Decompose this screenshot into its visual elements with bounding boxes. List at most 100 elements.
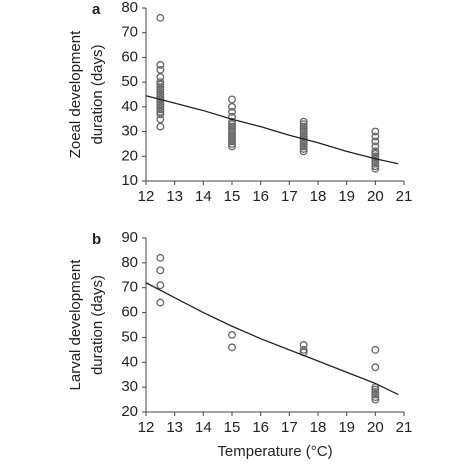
y-tick-label: 80 (121, 254, 138, 271)
point (371, 363, 380, 372)
x-tick-label: 14 (195, 188, 212, 205)
x-tick-label: 20 (367, 188, 384, 205)
y-tick-label: 70 (121, 279, 138, 296)
point (228, 127, 236, 136)
point (371, 149, 380, 158)
x-tick-label: 15 (224, 188, 241, 205)
point (371, 395, 380, 404)
y-tick-label: 50 (121, 328, 138, 345)
x-tick-label: 16 (252, 419, 269, 436)
point (156, 253, 165, 262)
point (371, 147, 380, 156)
point (156, 100, 165, 109)
point (156, 60, 165, 69)
point (299, 120, 308, 129)
point (228, 120, 236, 129)
point (299, 132, 308, 141)
panel-label: a (92, 1, 101, 18)
x-tick-label: 12 (138, 188, 155, 205)
y-axis-label: duration (days) (89, 44, 106, 144)
point (371, 152, 380, 161)
point (156, 115, 165, 124)
point (299, 345, 308, 354)
point (156, 73, 165, 82)
point (156, 105, 165, 114)
y-tick-label: 60 (121, 48, 138, 65)
x-tick-label: 18 (310, 419, 327, 436)
x-tick-label: 19 (338, 188, 355, 205)
trend-line (145, 282, 399, 396)
point (228, 330, 236, 339)
point (299, 127, 308, 136)
panel-label: b (92, 231, 101, 248)
point (299, 135, 308, 143)
point (228, 142, 236, 151)
point (371, 162, 380, 171)
point (156, 80, 165, 89)
x-tick-label: 21 (396, 419, 413, 436)
point (228, 95, 236, 104)
point (299, 144, 308, 153)
point (156, 93, 165, 101)
point (371, 390, 380, 399)
y-tick-label: 90 (121, 229, 138, 246)
point (299, 130, 308, 138)
point (156, 122, 165, 131)
point (371, 388, 380, 397)
y-axis-label: Zoeal development (67, 30, 84, 158)
point (299, 340, 308, 349)
x-tick-label: 21 (396, 188, 413, 205)
point (299, 139, 308, 148)
point (156, 65, 165, 74)
point (371, 164, 380, 173)
x-tick-label: 13 (166, 188, 183, 205)
point (156, 102, 165, 111)
x-tick-label: 20 (367, 419, 384, 436)
point (371, 154, 380, 163)
y-tick-label: 40 (121, 98, 138, 115)
y-axis-label: Larval development (67, 259, 84, 391)
y-tick-label: 10 (121, 172, 138, 189)
point (156, 95, 165, 104)
point (228, 139, 236, 148)
point (156, 90, 165, 99)
x-tick-label: 15 (224, 419, 241, 436)
point (156, 266, 165, 275)
point (371, 159, 380, 168)
trend-line (145, 95, 399, 165)
x-axis-label: Temperature (°C) (217, 443, 332, 460)
point (299, 125, 308, 134)
y-tick-label: 60 (121, 304, 138, 321)
x-tick-label: 19 (338, 419, 355, 436)
x-tick-label: 16 (252, 188, 269, 205)
point (156, 97, 165, 106)
point (371, 137, 380, 146)
point (156, 78, 165, 87)
point (228, 135, 236, 143)
point (156, 281, 165, 290)
point (299, 122, 308, 131)
point (371, 385, 380, 394)
y-axis-label: duration (days) (89, 275, 106, 375)
point (156, 83, 165, 92)
point (371, 127, 380, 136)
point (299, 117, 308, 126)
y-tick-label: 50 (121, 73, 138, 90)
point (371, 157, 380, 166)
x-tick-label: 12 (138, 419, 155, 436)
x-tick-label: 17 (281, 188, 298, 205)
point (156, 110, 165, 119)
point (299, 142, 308, 151)
point (228, 132, 236, 141)
point (156, 13, 165, 22)
point (228, 130, 236, 138)
point (156, 88, 165, 96)
x-tick-label: 13 (166, 419, 183, 436)
point (156, 85, 165, 94)
point (371, 142, 380, 151)
y-tick-label: 30 (121, 123, 138, 140)
point (228, 125, 236, 134)
point (371, 345, 380, 354)
y-tick-label: 80 (121, 0, 138, 16)
point (228, 107, 236, 116)
